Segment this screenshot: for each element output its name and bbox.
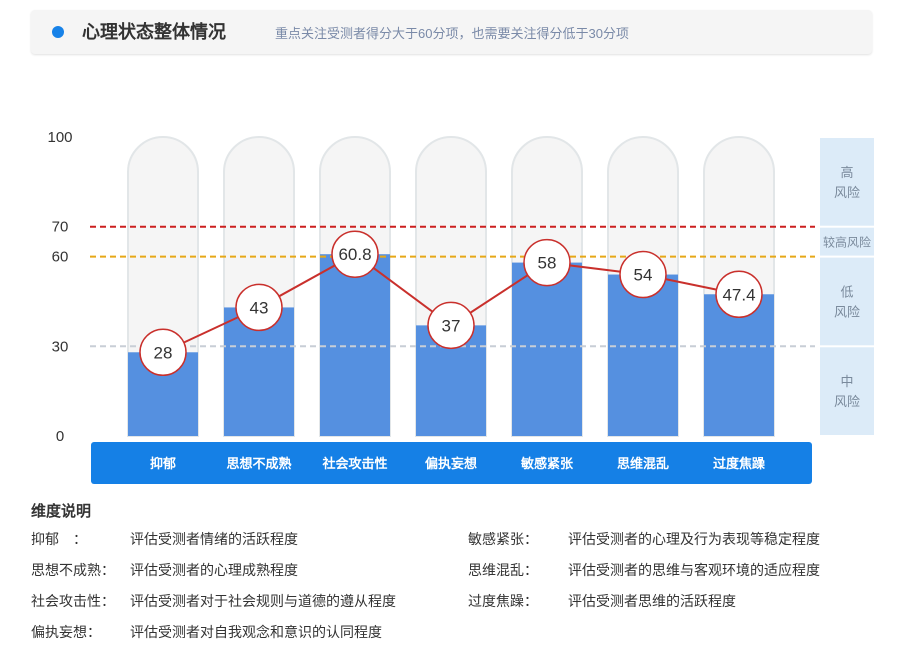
legend-term: 思维混乱： bbox=[468, 562, 538, 578]
category-label: 偏执妄想 bbox=[425, 456, 477, 471]
legend-term: 社会攻击性： bbox=[31, 593, 115, 609]
legend-item-sensitivity: 敏感紧张： 评估受测者的心理及行为表现等稳定程度 bbox=[468, 530, 820, 548]
legend-desc: 评估受测者的心理及行为表现等稳定程度 bbox=[568, 531, 820, 547]
risk-band-label: 风险 bbox=[834, 394, 860, 409]
section-header: 心理状态整体情况 重点关注受测者得分大于60分项，也需要关注得分低于30分项 bbox=[31, 10, 872, 54]
value-label: 37 bbox=[442, 316, 461, 335]
legend-desc: 评估受测者对于社会规则与道德的遵从程度 bbox=[130, 593, 396, 609]
legend-term: 抑郁 ： bbox=[31, 531, 87, 547]
value-marker-0 bbox=[139, 328, 187, 377]
psych-state-chart: 0306070100高风险较高风险低风险中风险抑郁 思想不成熟 社会攻击性 偏执妄想敏… bbox=[47, 129, 874, 484]
legend-term: 过度焦躁： bbox=[468, 593, 538, 609]
value-marker-6 bbox=[715, 270, 763, 319]
value-marker-4 bbox=[523, 238, 571, 287]
value-marker-3 bbox=[427, 301, 475, 350]
value-label: 43 bbox=[250, 298, 269, 317]
value-label: 47.4 bbox=[722, 285, 755, 304]
y-tick-label: 60 bbox=[52, 249, 69, 266]
bar-4 bbox=[512, 262, 582, 436]
category-label: 过度焦躁 bbox=[713, 456, 765, 471]
legend-item-paranoia: 偏执妄想： 评估受测者对自我观念和意识的认同程度 bbox=[31, 623, 382, 641]
legend-item-anxiety: 过度焦躁： 评估受测者思维的活跃程度 bbox=[468, 592, 736, 610]
section-title: 心理状态整体情况 bbox=[82, 22, 226, 42]
legend-desc: 评估受测者思维的活跃程度 bbox=[568, 593, 736, 609]
legend-term: 偏执妄想： bbox=[31, 624, 101, 640]
risk-band-2 bbox=[820, 257, 874, 346]
y-tick-label: 100 bbox=[47, 129, 72, 146]
legend-term: 思想不成熟： bbox=[31, 562, 115, 578]
category-label: 思维混乱 bbox=[617, 456, 669, 471]
risk-band-0 bbox=[820, 138, 874, 226]
risk-band-3 bbox=[820, 347, 874, 435]
risk-band-label: 高 bbox=[840, 165, 853, 180]
risk-band-label: 中 bbox=[840, 374, 853, 389]
legend-desc: 评估受测者情绪的活跃程度 bbox=[130, 531, 298, 547]
value-label: 60.8 bbox=[338, 245, 371, 264]
category-label: 社会攻击性 bbox=[321, 456, 387, 471]
legend-term: 敏感紧张： bbox=[468, 531, 538, 547]
category-band bbox=[91, 442, 812, 484]
section-dot-icon bbox=[52, 26, 64, 38]
risk-band-label: 风险 bbox=[834, 304, 860, 319]
value-marker-2 bbox=[331, 230, 379, 278]
legend-desc: 评估受测者的心理成熟程度 bbox=[130, 562, 298, 578]
risk-band-1 bbox=[820, 227, 874, 256]
legend-desc: 评估受测者对自我观念和意识的认同程度 bbox=[130, 624, 382, 640]
legend-desc: 评估受测者的思维与客观环境的适应程度 bbox=[568, 562, 820, 578]
y-tick-label: 30 bbox=[52, 338, 69, 355]
value-label: 28 bbox=[154, 343, 173, 362]
value-label: 54 bbox=[634, 266, 653, 285]
y-tick-label: 0 bbox=[56, 428, 64, 445]
bar-2 bbox=[320, 254, 390, 436]
legend-item-immaturity: 思想不成熟： 评估受测者的心理成熟程度 bbox=[31, 561, 298, 579]
legend-item-confusion: 思维混乱： 评估受测者的思维与客观环境的适应程度 bbox=[468, 561, 820, 579]
value-marker-5 bbox=[619, 250, 667, 299]
value-marker-1 bbox=[235, 283, 283, 332]
risk-band-label: 风险 bbox=[834, 185, 860, 200]
legend-item-aggression: 社会攻击性： 评估受测者对于社会规则与道德的遵从程度 bbox=[31, 592, 396, 610]
value-label: 58 bbox=[538, 254, 557, 273]
category-label: 抑郁 bbox=[150, 456, 176, 471]
section-subtitle: 重点关注受测者得分大于60分项，也需要关注得分低于30分项 bbox=[275, 26, 629, 41]
legend-item-depression: 抑郁 ： 评估受测者情绪的活跃程度 bbox=[31, 530, 298, 548]
y-tick-label: 70 bbox=[52, 219, 69, 236]
category-label: 敏感紧张 bbox=[520, 456, 574, 471]
risk-band-label: 较高风险 bbox=[823, 235, 871, 250]
bar-5 bbox=[608, 274, 678, 436]
risk-band-label: 低 bbox=[840, 284, 853, 299]
legend-title: 维度说明 bbox=[31, 503, 92, 520]
category-label: 思想不成熟 bbox=[226, 456, 291, 471]
